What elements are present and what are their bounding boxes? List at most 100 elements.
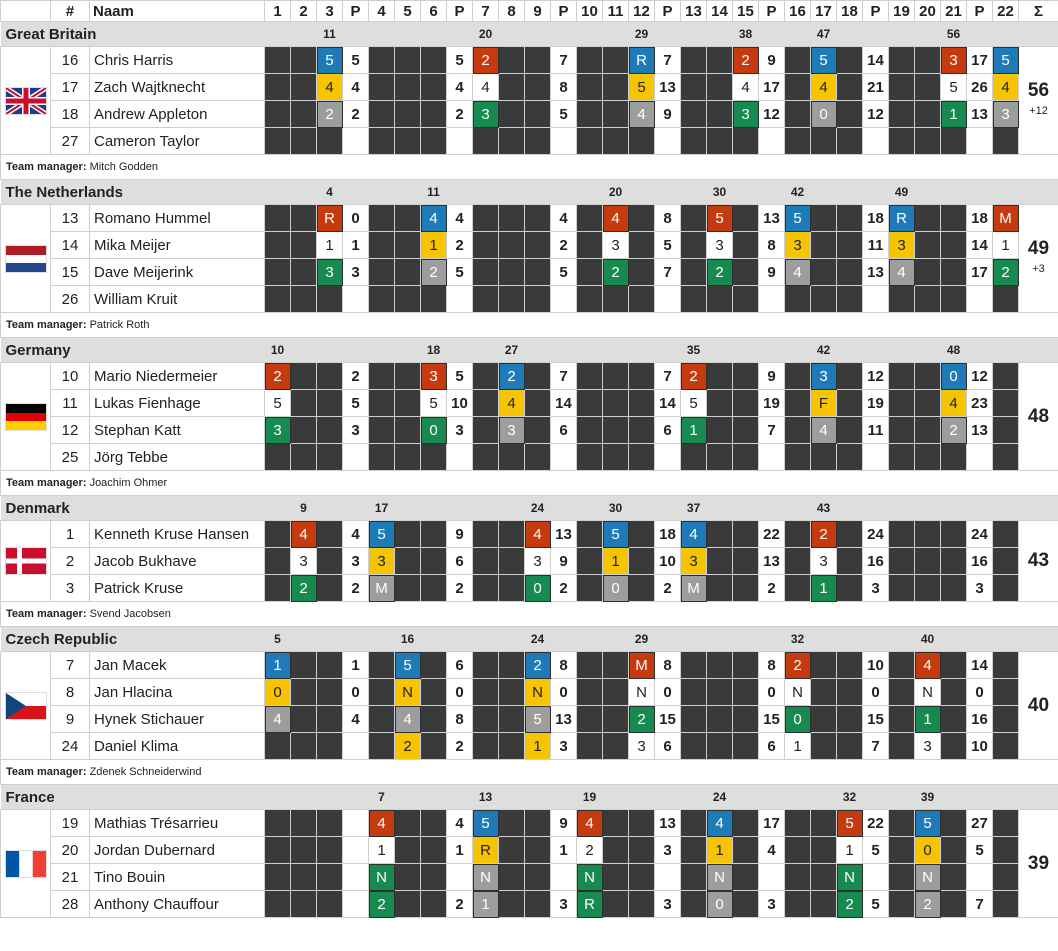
heat-marker <box>810 179 837 205</box>
running-points: 6 <box>550 416 577 444</box>
empty-cell <box>602 732 629 760</box>
running-points: 7 <box>654 258 681 286</box>
empty-cell <box>732 204 759 232</box>
running-points: 8 <box>550 73 577 101</box>
running-points: 3 <box>550 732 577 760</box>
empty-cell <box>836 705 863 733</box>
empty-cell <box>420 890 447 918</box>
running-points <box>966 863 993 891</box>
team-manager-label: Team manager: <box>6 766 87 778</box>
rider-name: Jörg Tebbe <box>89 443 265 471</box>
header-col-p5: P <box>758 0 785 22</box>
empty-cell <box>394 204 421 232</box>
heat-score: 3 <box>888 231 915 259</box>
empty-cell <box>940 678 967 706</box>
rider-name: Jacob Bukhave <box>89 547 265 575</box>
team-manager-row: Team manager: Joachim Ohmer <box>0 470 1058 496</box>
heat-marker <box>862 495 889 521</box>
empty-cell <box>524 258 551 286</box>
empty-cell <box>602 836 629 864</box>
heat-marker <box>940 626 967 652</box>
heat-score: 3 <box>810 547 837 575</box>
heat-marker <box>316 784 343 810</box>
heat-marker <box>914 495 941 521</box>
heat-score: 2 <box>628 705 655 733</box>
empty-cell <box>368 389 395 417</box>
empty-cell <box>992 809 1019 837</box>
running-points <box>966 285 993 313</box>
heat-marker <box>290 179 317 205</box>
running-points <box>758 285 785 313</box>
empty-cell <box>914 362 941 390</box>
running-points: 6 <box>758 732 785 760</box>
empty-cell <box>810 863 837 891</box>
empty-cell <box>264 547 291 575</box>
empty-cell <box>992 547 1019 575</box>
team-total: 56 +12 <box>1018 46 1058 155</box>
running-points: 3 <box>654 890 681 918</box>
rider-number: 19 <box>50 809 90 837</box>
header-flag-col <box>0 0 51 22</box>
empty-cell <box>290 705 317 733</box>
running-points <box>966 127 993 155</box>
team-header-end <box>1018 337 1058 363</box>
running-points <box>342 285 369 313</box>
heat-marker <box>888 784 915 810</box>
team-manager-row: Team manager: Zdenek Schneiderwind <box>0 759 1058 785</box>
heat-score: 4 <box>602 204 629 232</box>
heat-marker <box>758 337 785 363</box>
header-col-20: 20 <box>914 0 941 22</box>
heat-marker <box>342 179 369 205</box>
empty-cell <box>316 127 343 155</box>
empty-cell <box>836 46 863 74</box>
heat-score: 1 <box>368 836 395 864</box>
heat-marker <box>888 626 915 652</box>
running-points: 9 <box>758 46 785 74</box>
empty-cell <box>888 890 915 918</box>
running-points: 8 <box>446 705 473 733</box>
empty-cell <box>524 204 551 232</box>
header-col-10: 10 <box>576 0 603 22</box>
heat-marker <box>758 179 785 205</box>
running-points: 5 <box>654 231 681 259</box>
rider-name: Andrew Appleton <box>89 100 265 128</box>
empty-cell <box>368 127 395 155</box>
running-points: 7 <box>862 732 889 760</box>
heat-marker <box>550 495 577 521</box>
heat-marker <box>446 784 473 810</box>
team-total: 49 +3 <box>1018 204 1058 313</box>
empty-cell <box>732 809 759 837</box>
empty-cell <box>472 443 499 471</box>
empty-cell <box>420 836 447 864</box>
heat-marker <box>940 179 967 205</box>
empty-cell <box>732 651 759 679</box>
empty-cell <box>394 520 421 548</box>
running-points: 2 <box>446 732 473 760</box>
heat-marker <box>576 337 603 363</box>
rider-number: 21 <box>50 863 90 891</box>
empty-cell <box>498 73 525 101</box>
heat-marker <box>862 179 889 205</box>
running-points: 3 <box>654 836 681 864</box>
heat-score: 4 <box>810 73 837 101</box>
heat-marker: 42 <box>784 179 811 205</box>
header-sum: Σ <box>1018 0 1058 22</box>
heat-score: 2 <box>810 520 837 548</box>
heat-marker: 24 <box>706 784 733 810</box>
heat-marker <box>420 495 447 521</box>
heat-score: N <box>628 678 655 706</box>
team-header-row: Czech Republic 5 16 24 29 32 40 <box>0 626 1058 652</box>
heat-marker <box>758 495 785 521</box>
running-points: 8 <box>758 651 785 679</box>
rider-number: 14 <box>50 231 90 259</box>
heat-marker: 24 <box>524 626 551 652</box>
empty-cell <box>836 127 863 155</box>
empty-cell <box>706 100 733 128</box>
heat-marker <box>680 21 707 47</box>
empty-cell <box>628 258 655 286</box>
header-col-16: 16 <box>784 0 811 22</box>
heat-score: 4 <box>732 73 759 101</box>
empty-cell <box>706 651 733 679</box>
empty-cell <box>680 443 707 471</box>
running-points: 3 <box>550 890 577 918</box>
